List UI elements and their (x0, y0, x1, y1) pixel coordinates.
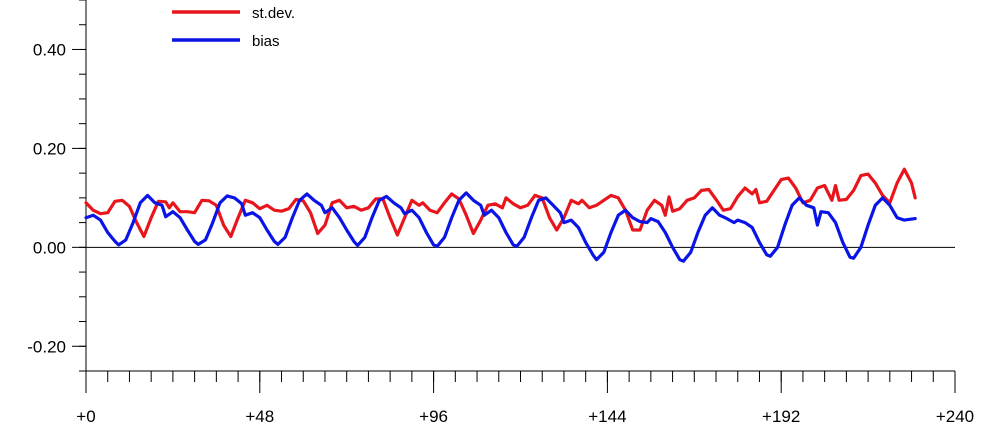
series-line-bias (84, 191, 917, 263)
series-lines (84, 167, 917, 263)
y-tick-label: 0.40 (33, 40, 66, 59)
x-tick-label: +48 (245, 407, 274, 423)
x-tick-label: +144 (588, 407, 626, 423)
x-tick-label: +240 (936, 407, 974, 423)
x-tick-label: +0 (76, 407, 95, 423)
x-tick-label: +192 (762, 407, 800, 423)
legend-label-st-dev: st.dev. (252, 5, 295, 22)
x-tick-label: +96 (419, 407, 448, 423)
legend: st.dev. bias (172, 5, 295, 50)
series-line-st-dev (84, 167, 917, 239)
y-tick-label: 0.20 (33, 139, 66, 158)
axes: -0.20 0.00 0.20 0.40 +0 +48 +96 +144 +192 +240 (27, 0, 974, 423)
legend-label-bias: bias (252, 33, 280, 50)
y-tick-label: 0.00 (33, 238, 66, 257)
y-tick-label: -0.20 (27, 337, 66, 356)
